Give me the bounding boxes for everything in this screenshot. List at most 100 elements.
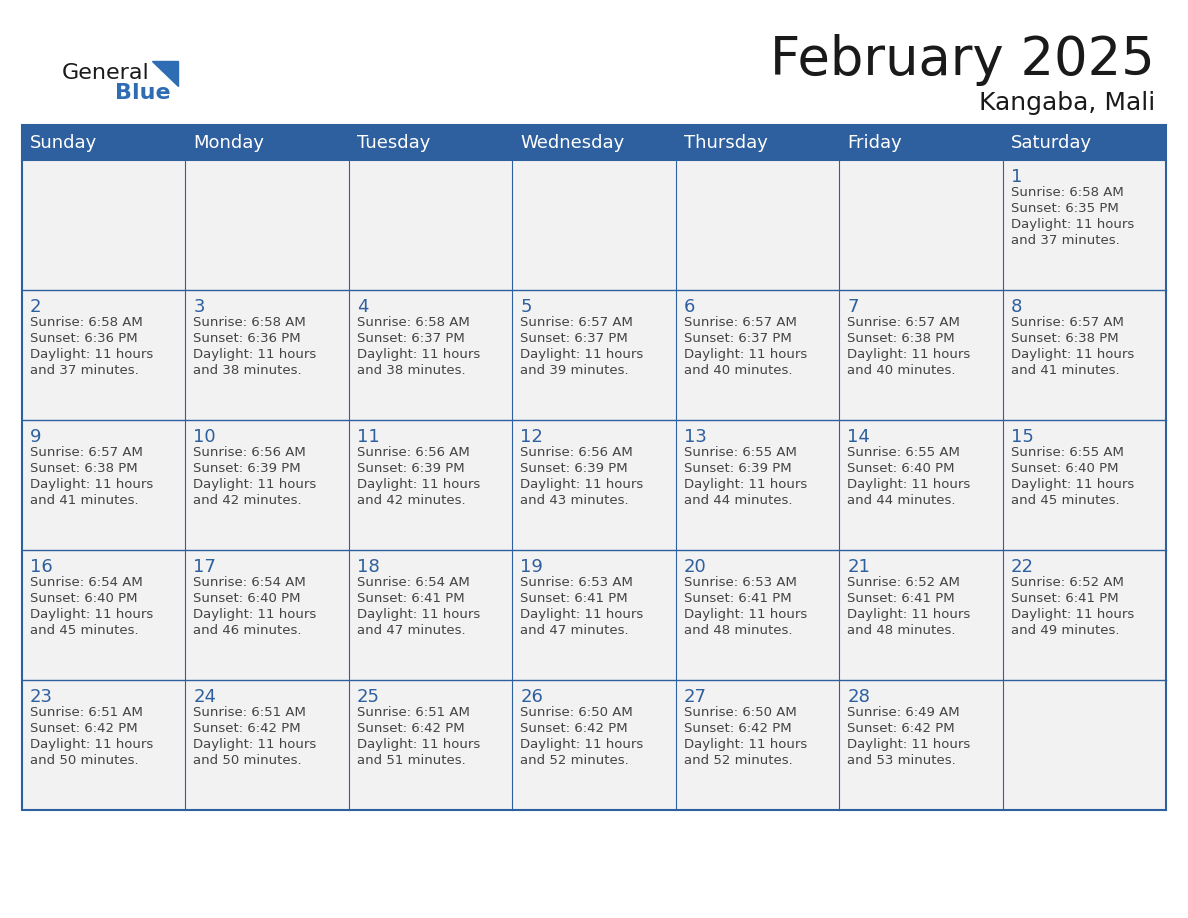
Text: and 52 minutes.: and 52 minutes. (684, 754, 792, 767)
Text: and 39 minutes.: and 39 minutes. (520, 364, 628, 377)
Text: and 51 minutes.: and 51 minutes. (356, 754, 466, 767)
Text: Sunset: 6:41 PM: Sunset: 6:41 PM (520, 592, 628, 605)
Text: 25: 25 (356, 688, 380, 706)
Text: Blue: Blue (115, 83, 171, 103)
Text: Sunset: 6:42 PM: Sunset: 6:42 PM (30, 722, 138, 735)
Text: and 50 minutes.: and 50 minutes. (194, 754, 302, 767)
Text: 19: 19 (520, 558, 543, 576)
Bar (512, 160, 676, 290)
Bar (23, 125, 1165, 810)
Text: Daylight: 11 hours: Daylight: 11 hours (356, 738, 480, 751)
Text: Sunset: 6:41 PM: Sunset: 6:41 PM (684, 592, 791, 605)
Text: Sunset: 6:42 PM: Sunset: 6:42 PM (520, 722, 628, 735)
Text: General: General (62, 63, 150, 83)
Text: 28: 28 (847, 688, 870, 706)
Text: Sunrise: 6:50 AM: Sunrise: 6:50 AM (684, 706, 796, 719)
Text: and 44 minutes.: and 44 minutes. (684, 494, 792, 507)
Text: Daylight: 11 hours: Daylight: 11 hours (847, 348, 971, 361)
Text: 27: 27 (684, 688, 707, 706)
Text: Daylight: 11 hours: Daylight: 11 hours (356, 348, 480, 361)
Text: and 48 minutes.: and 48 minutes. (847, 624, 955, 637)
Text: Sunrise: 6:56 AM: Sunrise: 6:56 AM (194, 446, 307, 459)
Text: Daylight: 11 hours: Daylight: 11 hours (194, 608, 317, 621)
Text: Daylight: 11 hours: Daylight: 11 hours (684, 348, 807, 361)
Text: and 41 minutes.: and 41 minutes. (1011, 364, 1119, 377)
Bar (1003, 680, 1165, 810)
Text: Sunset: 6:41 PM: Sunset: 6:41 PM (1011, 592, 1118, 605)
Text: Tuesday: Tuesday (356, 133, 430, 151)
Text: Sunrise: 6:53 AM: Sunrise: 6:53 AM (684, 576, 797, 589)
Text: Sunset: 6:35 PM: Sunset: 6:35 PM (1011, 202, 1118, 215)
Text: Sunset: 6:38 PM: Sunset: 6:38 PM (1011, 332, 1118, 345)
Text: Sunrise: 6:56 AM: Sunrise: 6:56 AM (356, 446, 469, 459)
Text: Sunrise: 6:57 AM: Sunrise: 6:57 AM (684, 316, 797, 329)
Bar (839, 550, 1003, 680)
Text: 13: 13 (684, 428, 707, 446)
Text: Sunrise: 6:51 AM: Sunrise: 6:51 AM (356, 706, 469, 719)
Text: Sunset: 6:40 PM: Sunset: 6:40 PM (30, 592, 138, 605)
Text: Daylight: 11 hours: Daylight: 11 hours (30, 608, 153, 621)
Text: and 42 minutes.: and 42 minutes. (356, 494, 466, 507)
Text: 3: 3 (194, 298, 204, 316)
Bar (23, 125, 1165, 160)
Text: Sunset: 6:38 PM: Sunset: 6:38 PM (30, 462, 138, 475)
Bar (23, 680, 185, 810)
Text: Sunset: 6:37 PM: Sunset: 6:37 PM (684, 332, 791, 345)
Bar (185, 160, 349, 290)
Text: Sunrise: 6:55 AM: Sunrise: 6:55 AM (684, 446, 797, 459)
Text: and 50 minutes.: and 50 minutes. (30, 754, 139, 767)
Bar (512, 680, 676, 810)
Bar (349, 290, 512, 420)
Text: Daylight: 11 hours: Daylight: 11 hours (194, 738, 317, 751)
Text: Daylight: 11 hours: Daylight: 11 hours (356, 608, 480, 621)
Bar (512, 550, 676, 680)
Bar (23, 420, 185, 550)
Text: Sunrise: 6:51 AM: Sunrise: 6:51 AM (30, 706, 143, 719)
Text: Daylight: 11 hours: Daylight: 11 hours (520, 738, 644, 751)
Text: 1: 1 (1011, 168, 1022, 186)
Bar (839, 680, 1003, 810)
Text: Sunrise: 6:55 AM: Sunrise: 6:55 AM (847, 446, 960, 459)
Text: Daylight: 11 hours: Daylight: 11 hours (30, 738, 153, 751)
Text: and 40 minutes.: and 40 minutes. (847, 364, 955, 377)
Text: 4: 4 (356, 298, 368, 316)
Text: Sunset: 6:37 PM: Sunset: 6:37 PM (520, 332, 628, 345)
Bar (349, 680, 512, 810)
Bar (1003, 160, 1165, 290)
Text: and 48 minutes.: and 48 minutes. (684, 624, 792, 637)
Bar (839, 160, 1003, 290)
Text: 23: 23 (30, 688, 53, 706)
Text: Daylight: 11 hours: Daylight: 11 hours (684, 738, 807, 751)
Bar (676, 420, 839, 550)
Bar (676, 290, 839, 420)
Bar (676, 550, 839, 680)
Text: Friday: Friday (847, 133, 902, 151)
Text: Daylight: 11 hours: Daylight: 11 hours (520, 608, 644, 621)
Bar (512, 290, 676, 420)
Text: Daylight: 11 hours: Daylight: 11 hours (520, 348, 644, 361)
Text: Sunrise: 6:58 AM: Sunrise: 6:58 AM (30, 316, 143, 329)
Text: Sunset: 6:40 PM: Sunset: 6:40 PM (194, 592, 301, 605)
Text: Sunrise: 6:58 AM: Sunrise: 6:58 AM (1011, 186, 1124, 199)
Text: Daylight: 11 hours: Daylight: 11 hours (684, 608, 807, 621)
Text: 2: 2 (30, 298, 42, 316)
Text: 15: 15 (1011, 428, 1034, 446)
Text: and 46 minutes.: and 46 minutes. (194, 624, 302, 637)
Text: Daylight: 11 hours: Daylight: 11 hours (30, 478, 153, 491)
Text: Daylight: 11 hours: Daylight: 11 hours (847, 738, 971, 751)
Text: Sunset: 6:36 PM: Sunset: 6:36 PM (194, 332, 301, 345)
Text: Daylight: 11 hours: Daylight: 11 hours (1011, 348, 1133, 361)
Text: Sunset: 6:39 PM: Sunset: 6:39 PM (684, 462, 791, 475)
Text: and 52 minutes.: and 52 minutes. (520, 754, 628, 767)
Text: Sunrise: 6:57 AM: Sunrise: 6:57 AM (520, 316, 633, 329)
Text: Sunrise: 6:57 AM: Sunrise: 6:57 AM (30, 446, 143, 459)
Bar (185, 680, 349, 810)
Text: and 40 minutes.: and 40 minutes. (684, 364, 792, 377)
Text: Saturday: Saturday (1011, 133, 1092, 151)
Text: Sunset: 6:40 PM: Sunset: 6:40 PM (847, 462, 955, 475)
Text: and 42 minutes.: and 42 minutes. (194, 494, 302, 507)
Bar (1003, 550, 1165, 680)
Text: Sunset: 6:41 PM: Sunset: 6:41 PM (847, 592, 955, 605)
Text: Sunrise: 6:53 AM: Sunrise: 6:53 AM (520, 576, 633, 589)
Bar (512, 420, 676, 550)
